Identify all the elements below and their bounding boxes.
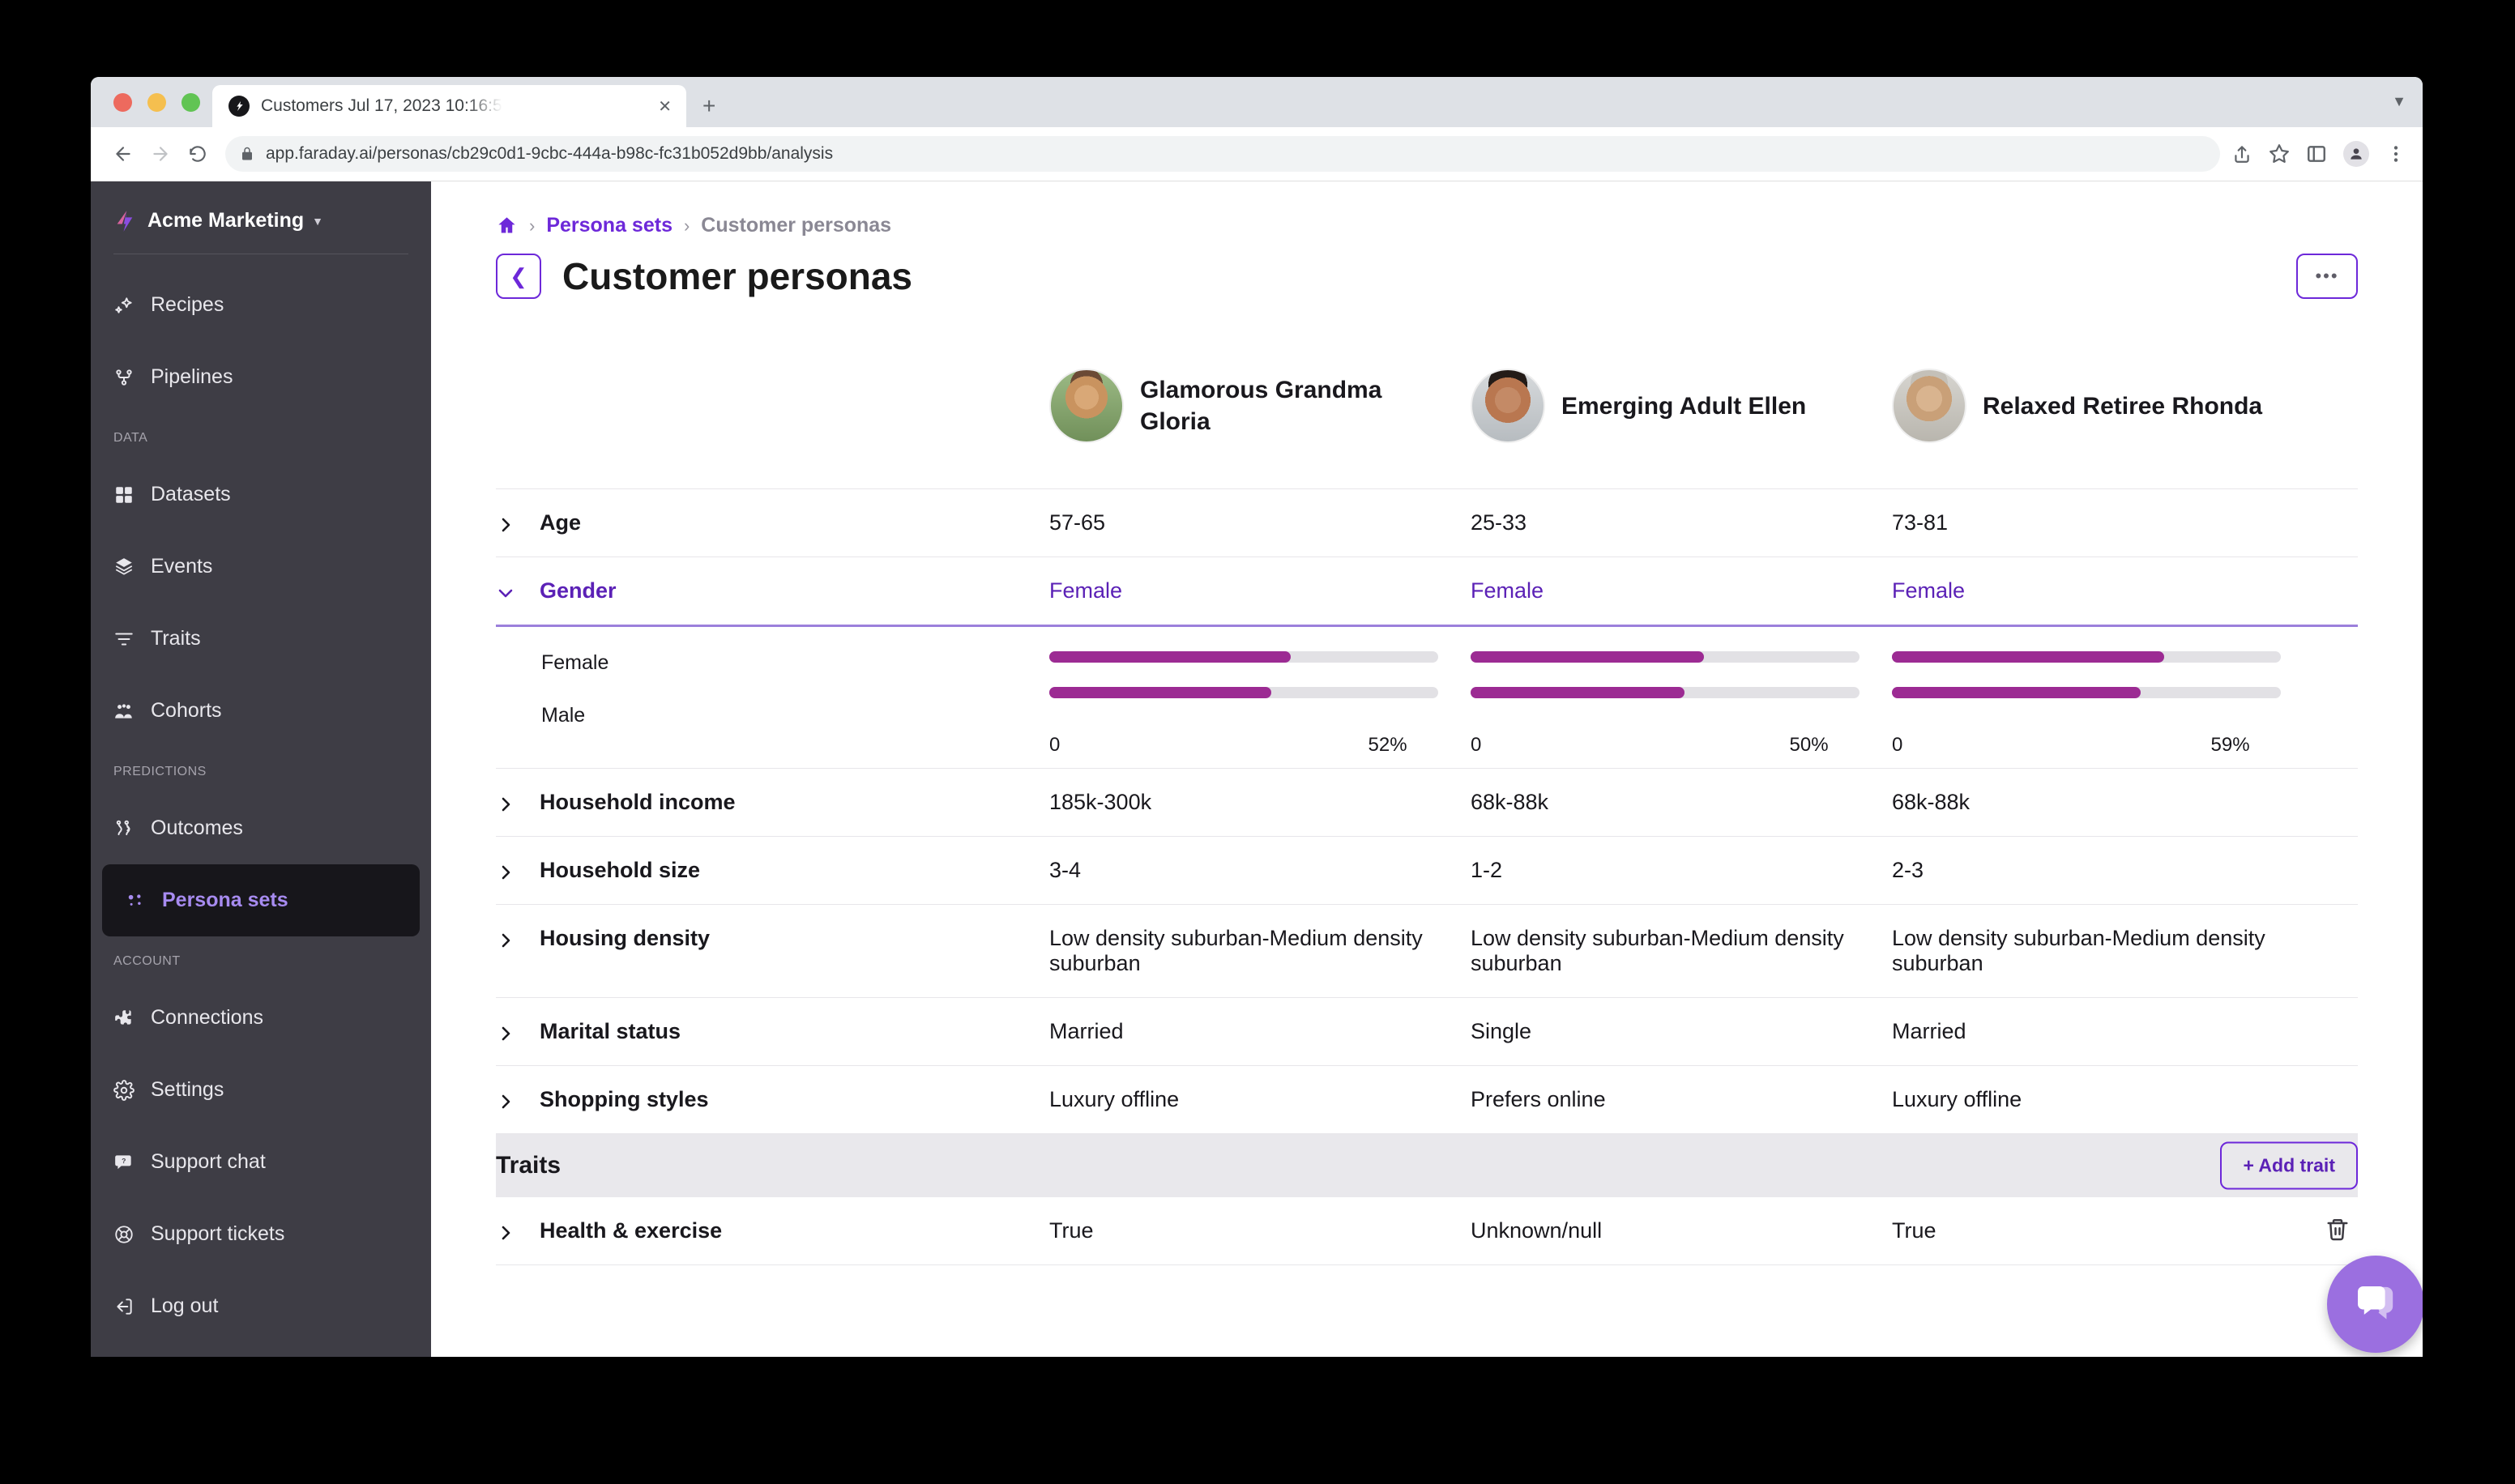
svg-text:?: ? xyxy=(122,1156,126,1164)
